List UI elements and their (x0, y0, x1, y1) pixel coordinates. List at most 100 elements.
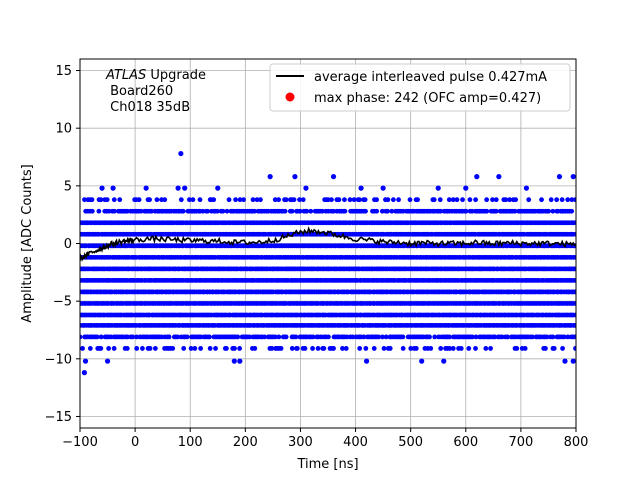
sample-point (573, 254, 576, 260)
sample-point (162, 197, 168, 203)
sample-point (389, 208, 395, 214)
sample-point (289, 208, 295, 214)
sample-point-outlier (330, 174, 337, 180)
sample-point-outlier (380, 185, 386, 191)
sample-point (336, 197, 342, 203)
sample-point (513, 197, 519, 203)
sample-point (507, 197, 513, 203)
sample-point (87, 346, 93, 351)
sample-point (149, 208, 154, 214)
sample-point (454, 197, 460, 203)
sample-point (302, 346, 308, 351)
sample-point (546, 208, 551, 214)
sample-point (198, 334, 204, 340)
sample-point (258, 197, 263, 203)
sample-point (512, 208, 518, 214)
average-pulse-line (80, 226, 576, 263)
sample-point (427, 334, 432, 340)
sample-point (383, 334, 389, 340)
sample-point (232, 346, 237, 351)
legend-box (269, 63, 571, 112)
sample-point (89, 197, 95, 203)
x-axis-label: Time [ns] (296, 457, 358, 472)
y-tick-label: 5 (64, 179, 72, 194)
sample-point (272, 197, 278, 203)
sample-point-outlier (570, 358, 576, 364)
y-tick-label: 10 (55, 122, 72, 137)
sample-point (98, 346, 104, 351)
sample-point (166, 334, 172, 340)
sample-point (262, 334, 267, 340)
sample-point (505, 334, 510, 340)
sample-point (396, 197, 401, 203)
sample-point-outlier (474, 174, 480, 180)
legend: average interleaved pulse 0.427mA max ph… (269, 63, 571, 112)
sample-point (198, 346, 204, 351)
sample-point (560, 346, 565, 351)
sample-point-outlier (104, 358, 111, 364)
sample-point (206, 334, 212, 340)
sample-point-outlier (237, 358, 243, 364)
sample-point (572, 266, 576, 272)
sample-point (197, 197, 203, 203)
y-tick-label: 15 (55, 64, 72, 79)
sample-point (98, 334, 104, 340)
sample-point (569, 197, 575, 203)
x-tick-label: 0 (131, 435, 139, 450)
sample-point (431, 197, 437, 203)
sample-point (80, 334, 83, 340)
sample-point (325, 197, 331, 203)
sample-point (147, 197, 152, 203)
sample-point (347, 197, 353, 203)
annotation-board: Board260 (106, 84, 173, 99)
sample-point (200, 208, 206, 214)
sample-point (371, 346, 377, 351)
sample-point (559, 197, 565, 203)
sample-point (304, 208, 310, 214)
sample-point (343, 346, 349, 351)
sample-point (503, 197, 509, 203)
sample-point (492, 334, 498, 340)
sample-point-outlier (570, 174, 576, 180)
sample-point (96, 208, 102, 214)
sample-point (458, 346, 464, 351)
sample-point (572, 334, 576, 340)
sample-point (408, 346, 414, 351)
sample-point (363, 346, 369, 351)
sample-point (460, 197, 465, 203)
sample-point (233, 197, 238, 203)
sample-point (572, 220, 576, 226)
sample-point-outlier (81, 370, 88, 376)
sample-point-outlier (463, 185, 469, 191)
sample-point (488, 346, 493, 351)
sample-point (565, 334, 571, 340)
sample-point (351, 197, 357, 203)
sample-point (94, 334, 100, 340)
sample-point (483, 346, 489, 351)
sample-point (106, 346, 112, 351)
sample-point (484, 208, 490, 214)
sample-point (89, 208, 95, 214)
sample-point (379, 208, 385, 214)
sample-point-outlier (441, 358, 447, 364)
sample-point (186, 197, 192, 203)
sample-point (450, 346, 456, 351)
sample-point (125, 334, 130, 340)
sample-point (111, 346, 117, 351)
sample-point (342, 208, 348, 214)
sample-point (329, 197, 334, 203)
sample-point (272, 334, 278, 340)
sample-point (224, 208, 230, 214)
sample-point-outlier (215, 185, 221, 191)
annotation-upgrade: Upgrade (146, 68, 206, 83)
sample-point-outlier (110, 185, 116, 191)
sample-point (361, 334, 367, 340)
atlas-annotation: ATLAS Upgrade Board260 Ch018 35dB (105, 68, 206, 115)
sample-point (226, 197, 232, 203)
sample-point-outlier (267, 174, 273, 180)
sample-point (181, 346, 187, 351)
sample-point (447, 334, 452, 340)
sample-point (276, 197, 282, 203)
sample-point (178, 197, 184, 203)
